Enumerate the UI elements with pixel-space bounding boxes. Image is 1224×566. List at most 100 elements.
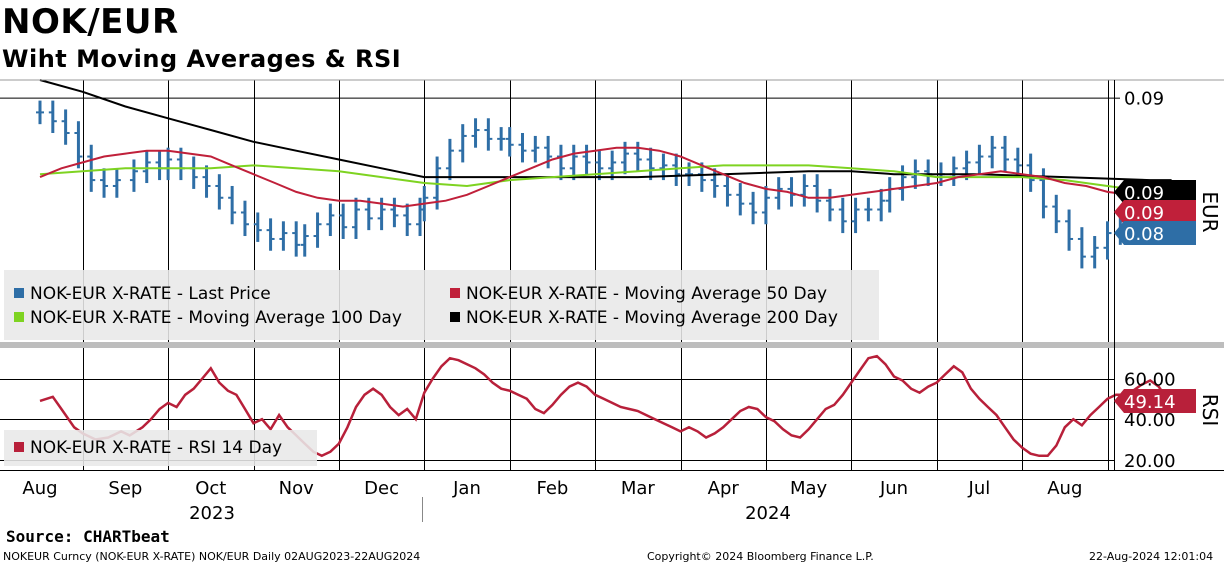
price-bar [898,165,907,201]
value-tag-price-shape [1114,221,1196,245]
price-bar [924,159,933,186]
price-bar [189,156,198,189]
price-bar [1026,153,1035,192]
price-bar [736,183,745,216]
price-bar [620,141,629,175]
price-bar [1052,194,1061,234]
price-bar [112,168,121,198]
price-bar [885,177,894,213]
x-tick-label: Feb [536,478,568,499]
x-tick-label: Dec [364,478,399,499]
price-bar [390,197,399,228]
x-tick-label: Jan [452,478,481,499]
chart-subtitle: Wiht Moving Averages & RSI [2,45,402,73]
price-bar [471,118,480,148]
price-bar [497,127,506,151]
chart-title: NOK/EUR [2,2,179,42]
price-bar [710,168,719,198]
value-tag-price-text: 0.08 [1124,224,1164,245]
copyright-note: Copyright© 2024 Bloomberg Finance L.P. [647,550,874,563]
ma200-line [39,79,1172,182]
price-bar [1103,221,1112,260]
price-bar [253,212,262,242]
price-bar [313,212,322,248]
price-bar [761,185,770,225]
price-bar [445,138,454,181]
price-bar [774,177,783,210]
x-tick-label: Aug [22,478,57,499]
price-bar [749,191,758,225]
x-tick-label: Sep [108,478,142,499]
price-bar [142,150,151,184]
price-bar [484,118,493,151]
x-year-label: 2024 [745,503,791,524]
legend-label-ma100: NOK-EUR X-RATE - Moving Average 100 Day [30,308,402,328]
value-tag-ma200-text: 0.09 [1124,183,1164,204]
legend-swatch-ma200 [450,312,460,322]
value-tag-ma50-shape [1114,200,1196,224]
price-bar [458,124,467,163]
x-tick-label: Nov [279,478,314,499]
price-bar [266,218,275,251]
value-tag-rsi: 49.14 [1114,389,1196,413]
price-bar [364,197,373,231]
price-bar [164,147,173,181]
value-tag-rsi-text: 49.14 [1124,392,1176,413]
price-bar [228,185,237,225]
price-bar [300,224,309,257]
legend-entry-ma200[interactable]: NOK-EUR X-RATE - Moving Average 200 Day [450,307,838,329]
price-bar [813,174,822,213]
price-bar [633,141,642,172]
price-bar [240,200,249,237]
y-axis-title: EUR [1198,191,1222,232]
x-tick-label: Aug [1047,478,1082,499]
price-bar [556,144,565,181]
legend-swatch-ma50 [450,288,460,298]
price-bar [279,221,288,251]
legend-label-ma200: NOK-EUR X-RATE - Moving Average 200 Day [466,308,838,328]
y-tick-label: 0.09 [1124,89,1164,110]
price-bar [403,203,412,237]
price-bar [582,144,591,175]
legend-entry-rsi[interactable]: NOK-EUR X-RATE - RSI 14 Day [14,437,282,459]
timestamp: 22-Aug-2024 12:01:04 [1089,550,1214,563]
rsi-legend: NOK-EUR X-RATE - RSI 14 Day [4,430,317,466]
price-bar [100,168,109,198]
legend-entry-price[interactable]: NOK-EUR X-RATE - Last Price [14,283,271,305]
legend-entry-ma100[interactable]: NOK-EUR X-RATE - Moving Average 100 Day [14,307,402,329]
price-legend: NOK-EUR X-RATE - Last Price NOK-EUR X-RA… [4,270,879,340]
price-bar [74,121,83,169]
price-bar [87,144,96,192]
price-bar [988,135,997,169]
price-bar [351,197,360,239]
ticker-info: NOKEUR Curncy (NOK-EUR X-RATE) NOK/EUR D… [3,550,421,563]
value-tag-price: 0.08 [1114,221,1196,245]
rsi-tick-label: 40.00 [1124,410,1176,431]
legend-entry-ma50[interactable]: NOK-EUR X-RATE - Moving Average 50 Day [450,283,827,305]
price-bar [851,197,860,234]
rsi-tick-label: 60.00 [1124,370,1176,391]
price-bar [825,188,834,222]
source-note: Source: CHARTbeat [6,527,170,546]
value-tag-ma50-text: 0.09 [1124,203,1164,224]
rsi-line [39,354,1173,458]
value-tag-ma200: 0.09 [1114,180,1196,204]
price-bar [518,132,527,163]
x-tick-label: Mar [621,478,656,499]
price-bar [1065,209,1074,251]
value-tag-ma50: 0.09 [1114,200,1196,224]
price-bar [595,150,604,181]
price-bar [155,150,164,181]
price-bar [723,174,732,207]
price-bar [544,135,553,169]
legend-swatch-price [14,288,24,298]
x-tick-label: May [790,478,828,499]
legend-label-price: NOK-EUR X-RATE - Last Price [30,284,271,304]
value-tag-ma200-shape [1114,180,1196,204]
price-bar [1013,147,1022,178]
price-bar [202,165,211,198]
ma100-line [39,164,1172,193]
price-bar [1077,227,1086,269]
price-bar [531,135,540,163]
price-bar [1090,236,1099,269]
